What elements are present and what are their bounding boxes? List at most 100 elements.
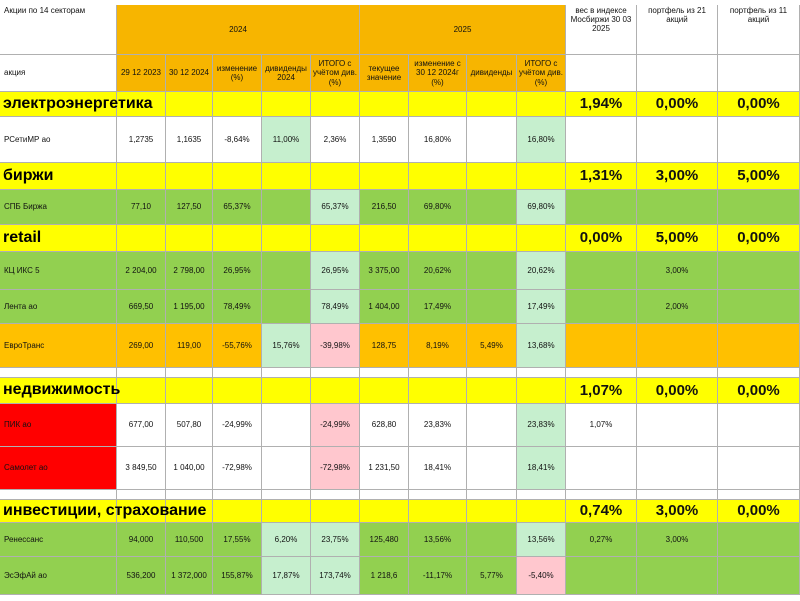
empty-cell — [637, 368, 718, 378]
value-cell: 3,00% — [637, 252, 718, 290]
sector-cell — [360, 92, 409, 117]
value-cell: -72,98% — [311, 447, 360, 490]
sector-cell — [409, 225, 467, 252]
sector-cell — [166, 378, 213, 404]
header-cell: портфель из 21 акций — [637, 5, 718, 55]
value-cell — [566, 117, 637, 163]
sector-total: 0,00% — [718, 92, 800, 117]
empty-cell — [360, 490, 409, 500]
sector-cell — [262, 378, 311, 404]
value-cell: 677,00 — [117, 404, 166, 447]
value-cell — [637, 557, 718, 595]
empty-cell — [637, 490, 718, 500]
value-cell — [262, 290, 311, 324]
value-cell — [637, 324, 718, 368]
empty-cell — [0, 490, 117, 500]
value-cell — [467, 523, 517, 557]
value-cell: 17,49% — [517, 290, 566, 324]
value-cell: 18,41% — [517, 447, 566, 490]
header-cell: изменение (%) — [213, 55, 262, 92]
sector-cell — [467, 225, 517, 252]
value-cell: -24,99% — [311, 404, 360, 447]
sector-cell — [360, 225, 409, 252]
sector-cell — [311, 378, 360, 404]
sector-cell — [311, 92, 360, 117]
empty-cell — [213, 368, 262, 378]
sector-cell — [409, 378, 467, 404]
value-cell: -24,99% — [213, 404, 262, 447]
stock-name: Лента ао — [0, 290, 117, 324]
sector-cell — [117, 92, 166, 117]
sector-cell — [311, 500, 360, 523]
empty-cell — [262, 368, 311, 378]
empty-cell — [718, 368, 800, 378]
sector-cell — [213, 225, 262, 252]
value-cell: 173,74% — [311, 557, 360, 595]
stock-name: Ренессанс — [0, 523, 117, 557]
value-cell: 16,80% — [517, 117, 566, 163]
value-cell: 69,80% — [409, 190, 467, 225]
value-cell — [637, 404, 718, 447]
empty-cell — [517, 490, 566, 500]
value-cell: 1,3590 — [360, 117, 409, 163]
stock-name: Самолет ао — [0, 447, 117, 490]
value-cell — [718, 404, 800, 447]
sector-total: 1,94% — [566, 92, 637, 117]
header-cell: 2024 — [117, 5, 360, 55]
value-cell: -39,98% — [311, 324, 360, 368]
header-cell: 30 12 2024 — [166, 55, 213, 92]
sector-name: биржи — [3, 166, 54, 184]
value-cell: 2,36% — [311, 117, 360, 163]
value-cell: 3 375,00 — [360, 252, 409, 290]
value-cell — [637, 190, 718, 225]
value-cell — [718, 290, 800, 324]
value-cell: 269,00 — [117, 324, 166, 368]
sector-cell — [360, 163, 409, 190]
sector-cell — [166, 163, 213, 190]
sector-total: 1,31% — [566, 163, 637, 190]
value-cell — [637, 447, 718, 490]
value-cell: 26,95% — [311, 252, 360, 290]
value-cell: 2,00% — [637, 290, 718, 324]
value-cell — [566, 557, 637, 595]
value-cell: 20,62% — [409, 252, 467, 290]
empty-cell — [718, 490, 800, 500]
value-cell: -11,17% — [409, 557, 467, 595]
sector-total: 5,00% — [718, 163, 800, 190]
sector-cell — [467, 92, 517, 117]
empty-cell — [409, 490, 467, 500]
value-cell: 17,55% — [213, 523, 262, 557]
value-cell — [637, 117, 718, 163]
value-cell: 110,500 — [166, 523, 213, 557]
sector-cell — [517, 92, 566, 117]
empty-cell — [311, 368, 360, 378]
value-cell — [262, 404, 311, 447]
stock-name: ПИК ао — [0, 404, 117, 447]
value-cell — [467, 190, 517, 225]
sector-cell — [517, 500, 566, 523]
value-cell: -55,76% — [213, 324, 262, 368]
empty-cell — [566, 368, 637, 378]
header-cell: портфель из 11 акций — [718, 5, 800, 55]
sector-cell — [409, 163, 467, 190]
value-cell: 5,77% — [467, 557, 517, 595]
value-cell — [718, 557, 800, 595]
value-cell: 216,50 — [360, 190, 409, 225]
value-cell: 26,95% — [213, 252, 262, 290]
sector-cell — [0, 378, 117, 404]
header-cell — [637, 55, 718, 92]
sector-cell — [117, 500, 166, 523]
sector-cell — [360, 500, 409, 523]
header-cell: дивиденды 2024 — [262, 55, 311, 92]
value-cell — [262, 447, 311, 490]
value-cell: 669,50 — [117, 290, 166, 324]
empty-cell — [0, 368, 117, 378]
sector-cell — [517, 378, 566, 404]
value-cell: 8,19% — [409, 324, 467, 368]
sector-cell — [467, 500, 517, 523]
value-cell: 17,87% — [262, 557, 311, 595]
header-cell: текущее значение — [360, 55, 409, 92]
sector-name: электроэнергетика — [3, 94, 153, 112]
value-cell: 3,00% — [637, 523, 718, 557]
